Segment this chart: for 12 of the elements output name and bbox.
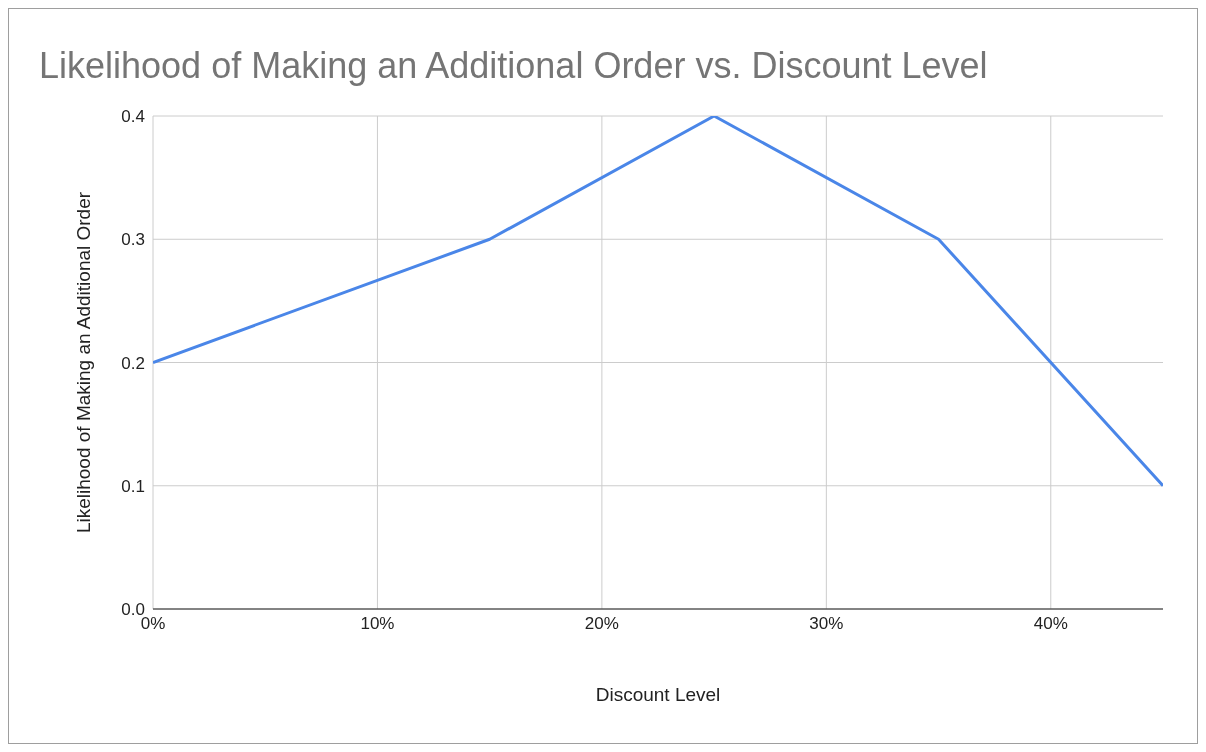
y-tick-label: 0.1 bbox=[121, 476, 145, 496]
x-axis-title: Discount Level bbox=[595, 684, 721, 705]
x-tick-label: 30% bbox=[809, 614, 844, 634]
chart-title: Likelihood of Making an Additional Order vs. Discount Level bbox=[39, 45, 988, 87]
y-tick-label: 0.4 bbox=[121, 107, 145, 127]
x-tick-label: 0% bbox=[140, 614, 166, 634]
y-tick-label: 0.2 bbox=[121, 353, 145, 373]
x-tick-label: 20% bbox=[584, 614, 619, 634]
x-tick-label: 40% bbox=[1033, 614, 1068, 634]
y-axis-title: Likelihood of Making an Additional Order bbox=[72, 191, 94, 534]
y-tick-label: 0.3 bbox=[121, 230, 145, 250]
x-tick-label: 10% bbox=[360, 614, 395, 634]
